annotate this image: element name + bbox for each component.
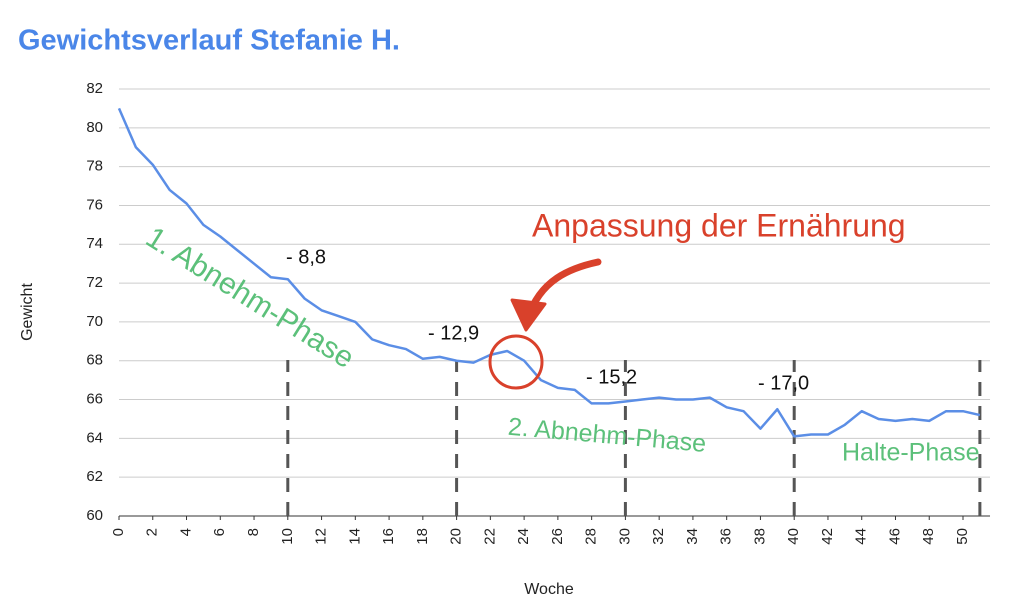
- x-tick-label: 16: [380, 528, 397, 545]
- annotation: 2. Abnehm-Phase: [507, 413, 707, 458]
- y-tick-label: 82: [86, 80, 103, 97]
- annotation: Anpassung der Ernährung: [532, 207, 906, 243]
- x-tick-label: 42: [819, 528, 836, 545]
- y-tick-label: 68: [86, 352, 103, 369]
- annotation: - 8,8: [286, 246, 326, 268]
- x-tick-label: 46: [886, 528, 903, 545]
- x-tick-label: 24: [515, 528, 532, 545]
- y-axis-label: Gewicht: [19, 283, 36, 341]
- y-tick-label: 62: [86, 468, 103, 485]
- x-tick-label: 18: [414, 528, 431, 545]
- x-tick-label: 4: [177, 528, 194, 536]
- x-tick-label: 6: [211, 528, 228, 536]
- y-tick-label: 72: [86, 274, 103, 291]
- y-tick-label: 66: [86, 391, 103, 408]
- x-tick-label: 44: [853, 528, 870, 545]
- annotation: - 12,9: [428, 322, 479, 344]
- x-tick-label: 22: [481, 528, 498, 545]
- x-tick-label: 50: [954, 528, 971, 545]
- x-tick-label: 48: [920, 528, 937, 545]
- x-tick-label: 20: [448, 528, 465, 545]
- x-tick-label: 10: [279, 528, 296, 545]
- arrow-head: [510, 298, 547, 332]
- x-tick-label: 28: [583, 528, 600, 545]
- annotation: - 17,0: [758, 372, 809, 394]
- x-tick-label: 14: [346, 528, 363, 545]
- chart-title: Gewichtsverlauf Stefanie H.: [18, 25, 400, 57]
- x-tick-label: 32: [650, 528, 667, 545]
- x-tick-label: 8: [245, 528, 262, 536]
- x-axis-label: Woche: [524, 581, 574, 598]
- y-tick-label: 76: [86, 196, 103, 213]
- annotation: - 15,2: [586, 366, 637, 388]
- y-tick-label: 64: [86, 429, 103, 446]
- x-tick-label: 40: [785, 528, 802, 545]
- x-tick-label: 2: [144, 528, 161, 536]
- y-tick-label: 80: [86, 119, 103, 136]
- annotation: Halte-Phase: [842, 439, 980, 467]
- x-tick-label: 30: [616, 528, 633, 545]
- x-tick-label: 26: [549, 528, 566, 545]
- y-tick-label: 60: [86, 507, 103, 524]
- data-line: [117, 107, 981, 438]
- highlight-circle: [488, 334, 544, 390]
- x-tick-label: 12: [313, 528, 330, 545]
- y-tick-label: 78: [86, 158, 103, 175]
- x-tick-label: 34: [684, 528, 701, 545]
- y-tick-label: 74: [86, 235, 103, 252]
- y-tick-label: 70: [86, 313, 103, 330]
- x-tick-label: 38: [751, 528, 768, 545]
- x-tick-label: 36: [718, 528, 735, 545]
- x-tick-label: 0: [110, 528, 127, 536]
